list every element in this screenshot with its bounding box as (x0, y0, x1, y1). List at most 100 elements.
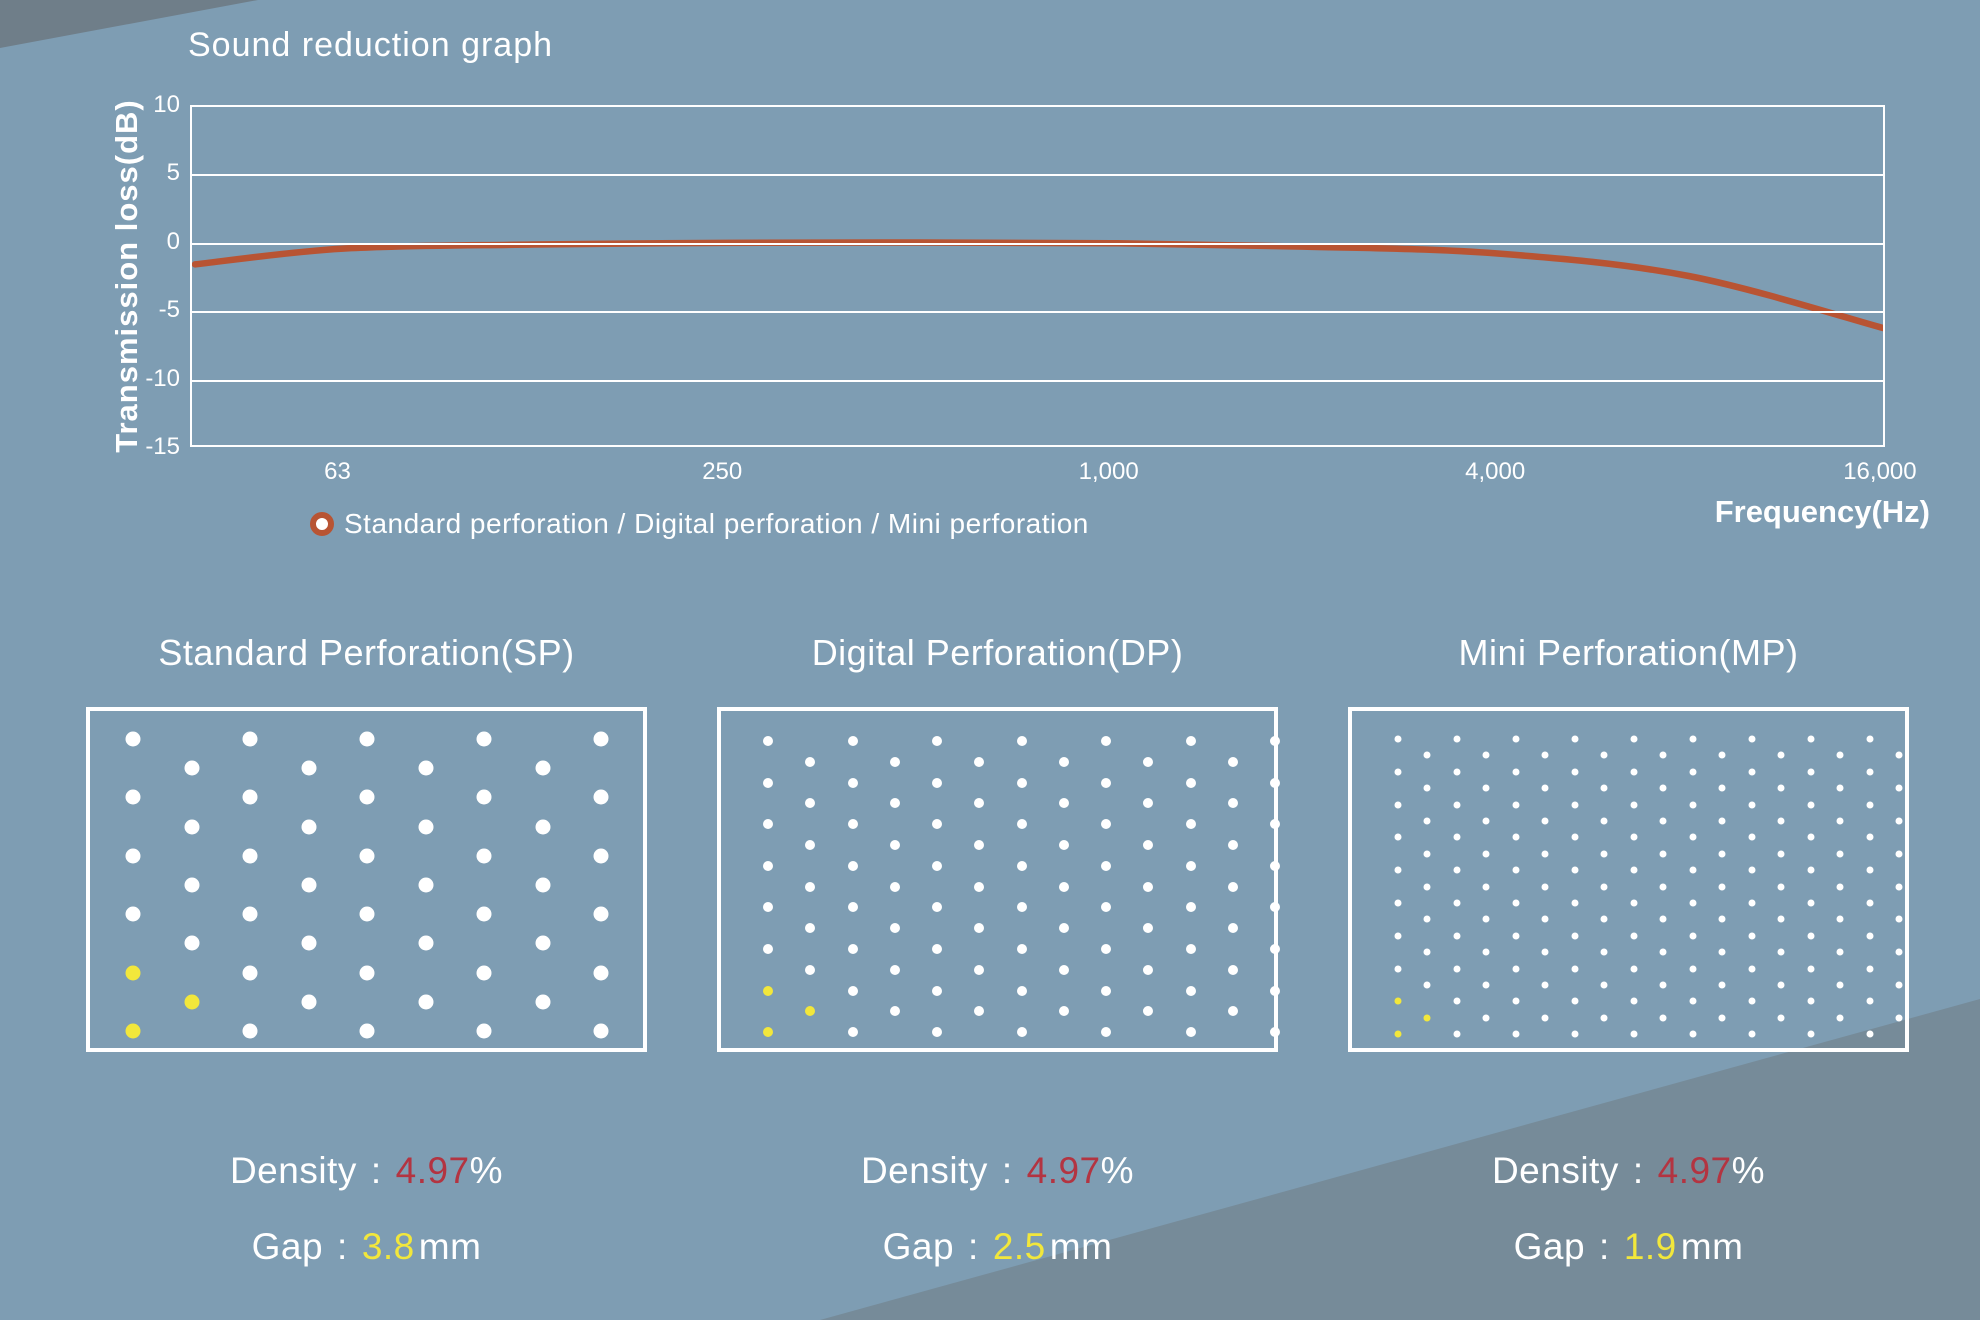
gap-value: 2.5 (992, 1226, 1046, 1267)
perforation-dot (593, 1023, 609, 1039)
perforation-dot (1600, 883, 1608, 891)
perforation-dot (593, 848, 609, 864)
perforation-dot (1600, 1014, 1608, 1022)
perforation-dot (1807, 833, 1815, 841)
perforation-dot (1836, 948, 1844, 956)
perforation-dot (1482, 981, 1490, 989)
perforation-dot (1482, 784, 1490, 792)
gap-unit: mm (1049, 1226, 1113, 1267)
perforation-dot (1453, 1030, 1461, 1038)
perforation-dot (1895, 948, 1903, 956)
perforation-dot (1895, 850, 1903, 858)
perforation-dot (1541, 817, 1549, 825)
perforation-dot (242, 848, 258, 864)
perforation-dot (1630, 1030, 1638, 1038)
density-line-mp: Density:4.97% (1348, 1150, 1909, 1192)
y-tick--10: -10 (145, 364, 180, 392)
perforation-dot (1512, 866, 1520, 874)
perforation-dot (1541, 915, 1549, 923)
perforation-dot (1748, 1030, 1756, 1038)
perforation-dot (1058, 881, 1069, 892)
perforation-dot (974, 923, 984, 934)
perforation-dot (1718, 981, 1726, 989)
perforation-dot (1748, 965, 1756, 973)
perforation-dot (1689, 866, 1697, 874)
x-tick-4000: 4,000 (1465, 458, 1526, 485)
perforation-dot (1866, 965, 1874, 973)
perforation-dot (1101, 902, 1111, 913)
perforation-dot (1659, 915, 1667, 923)
perforation-dot (1394, 899, 1402, 907)
perforation-dot (1512, 735, 1520, 743)
gap-highlight-dot (763, 1027, 773, 1038)
perforation-dot (418, 877, 434, 893)
perforation-dot (805, 756, 815, 767)
perforation-dot (1185, 944, 1196, 954)
perforation-dot (1227, 923, 1238, 934)
perforation-dot (1270, 944, 1280, 954)
perforation-dot (1748, 833, 1756, 841)
perforation-dot (1482, 948, 1490, 956)
perforation-dot (1541, 883, 1549, 891)
perforation-dot (1807, 735, 1815, 743)
perforation-dot (1718, 948, 1726, 956)
perforation-dot (1895, 1014, 1903, 1022)
perforation-dot (1185, 1027, 1196, 1038)
perforation-dot (763, 736, 773, 746)
perforation-dot (1659, 883, 1667, 891)
perforation-dot (242, 1023, 258, 1039)
gap-label: Gap (1513, 1226, 1586, 1267)
perforation-dot (1423, 751, 1431, 759)
perforation-dot (1689, 801, 1697, 809)
perforation-dot (1058, 840, 1069, 850)
perforation-dot (535, 994, 551, 1010)
perforation-dot (1836, 751, 1844, 759)
perforation-dot (476, 789, 492, 805)
perforation-dot (1143, 840, 1153, 850)
perforation-dot (1423, 915, 1431, 923)
perforation-dot (1270, 860, 1280, 871)
perforation-dot (1895, 817, 1903, 825)
perforation-dot (301, 877, 317, 893)
perforation-dot (593, 789, 609, 805)
perforation-dot (1185, 985, 1196, 996)
perforation-dot (1016, 777, 1027, 788)
perforation-dot (1600, 948, 1608, 956)
perforation-dot (1423, 883, 1431, 891)
perforation-dot (359, 1023, 375, 1039)
gridline-5dB (192, 174, 1883, 177)
perforation-dot (1185, 902, 1196, 913)
perforation-dot (1630, 801, 1638, 809)
perforation-dot (535, 877, 551, 893)
perforation-dot (359, 906, 375, 922)
perforation-dot (847, 944, 858, 954)
perforation-dot (1482, 915, 1490, 923)
perforation-dot (1807, 899, 1815, 907)
y-tick--15: -15 (145, 433, 180, 460)
perforation-dot (1689, 899, 1697, 907)
perforation-dot (1600, 915, 1608, 923)
perforation-dot (593, 965, 609, 981)
perforation-dot (1659, 751, 1667, 759)
perforation-dot (763, 944, 773, 954)
gap-highlight-dot (1394, 1030, 1402, 1038)
perforation-dot (932, 819, 942, 830)
perforation-dot (418, 819, 434, 835)
perforation-dot (1512, 965, 1520, 973)
perforation-dot (1541, 1014, 1549, 1022)
colon: : (968, 1226, 979, 1267)
perforation-dot (1807, 866, 1815, 874)
perforation-dot (1270, 777, 1280, 788)
perforation-dot (889, 923, 900, 934)
perforation-dot (1571, 866, 1579, 874)
perforation-dot (763, 860, 773, 871)
perforation-dot (1423, 948, 1431, 956)
perforation-dot (1836, 850, 1844, 858)
perforation-dot (1630, 965, 1638, 973)
perforation-dot (1016, 736, 1027, 746)
perforation-dot (1777, 784, 1785, 792)
perforation-dot (301, 994, 317, 1010)
y-tick--5: -5 (158, 296, 180, 324)
perforation-dot (1807, 997, 1815, 1005)
